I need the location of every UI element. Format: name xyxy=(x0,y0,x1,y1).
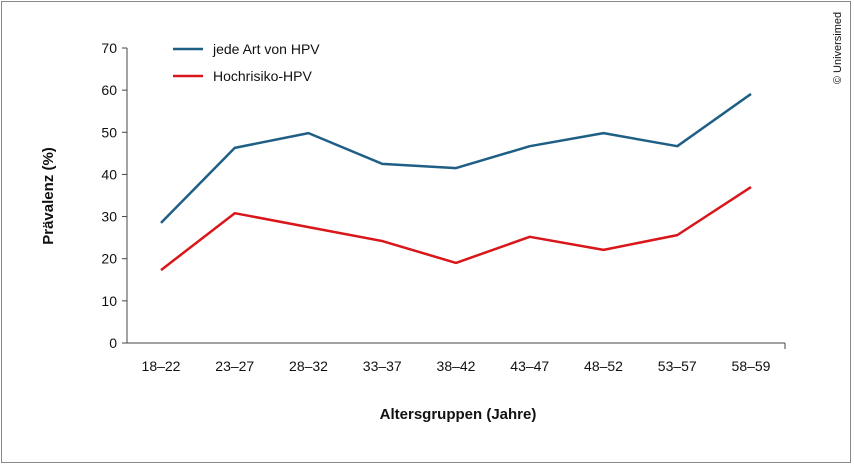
series-line-1 xyxy=(160,186,752,272)
copyright-text: © Universimed xyxy=(832,12,844,84)
x-axis-label: Altersgruppen (Jahre) xyxy=(380,406,537,423)
x-tick-label: 58–59 xyxy=(732,358,771,374)
y-tick-label: 50 xyxy=(101,124,117,140)
legend-label-1: Hochrisiko-HPV xyxy=(213,68,312,84)
y-tick-label: 20 xyxy=(101,251,117,267)
y-tick-label: 30 xyxy=(101,209,117,225)
series-line-0 xyxy=(160,92,752,224)
x-tick-label: 43–47 xyxy=(510,358,549,374)
y-tick-label: 10 xyxy=(101,293,117,309)
x-tick-label: 33–37 xyxy=(363,358,402,374)
y-tick-label: 0 xyxy=(109,335,117,351)
y-tick-label: 70 xyxy=(101,40,117,56)
x-tick-label: 38–42 xyxy=(437,358,476,374)
x-tick-label: 28–32 xyxy=(289,358,328,374)
x-tick-label: 53–57 xyxy=(658,358,697,374)
y-axis-label: Prävalenz (%) xyxy=(40,147,57,245)
y-tick-label: 60 xyxy=(101,82,117,98)
y-tick-label: 40 xyxy=(101,166,117,182)
x-tick-label: 18–22 xyxy=(142,358,181,374)
legend-label-0: jede Art von HPV xyxy=(212,41,320,57)
x-tick-label: 48–52 xyxy=(584,358,623,374)
x-tick-label: 23–27 xyxy=(215,358,254,374)
